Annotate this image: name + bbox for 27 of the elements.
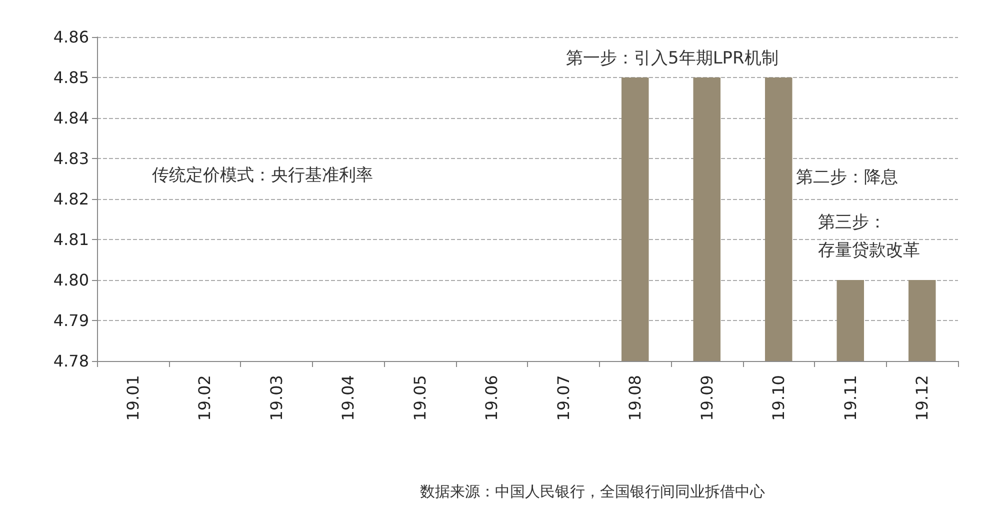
x-tick-label: 19.08 xyxy=(626,375,645,421)
annotation: 第二步：降息 xyxy=(796,168,898,188)
x-tick-label: 19.11 xyxy=(840,375,860,421)
x-tick-label: 19.02 xyxy=(195,375,214,421)
y-tick-label: 4.83 xyxy=(53,149,89,168)
annotation: 第一步：引入5年期LPR机制 xyxy=(566,48,778,68)
x-tick-label: 19.10 xyxy=(769,375,788,421)
x-tick-label: 19.07 xyxy=(554,375,573,421)
annotation: 第三步： xyxy=(818,212,886,232)
x-tick-label: 19.09 xyxy=(697,375,716,421)
y-tick-label: 4.86 xyxy=(53,28,89,46)
annotation: 传统定价模式：央行基准利率 xyxy=(152,166,373,186)
y-tick-label: 4.85 xyxy=(53,68,89,87)
y-tick-label: 4.80 xyxy=(53,270,89,290)
y-tick-label: 4.81 xyxy=(53,230,89,249)
y-tick-label: 4.78 xyxy=(53,352,89,370)
x-tick-label: 19.05 xyxy=(410,375,430,421)
x-tick-label: 19.12 xyxy=(912,375,932,421)
y-tick-label: 4.82 xyxy=(53,190,89,208)
y-tick-label: 4.79 xyxy=(53,311,89,330)
source-note: 数据来源：中国人民银行，全国银行间同业拆借中心 xyxy=(420,482,765,500)
annotation: 存量贷款改革 xyxy=(818,240,920,260)
x-tick-label: 19.01 xyxy=(123,375,142,421)
x-tick-label: 19.04 xyxy=(338,375,358,421)
x-tick-label: 19.06 xyxy=(482,375,502,421)
y-tick-label: 4.84 xyxy=(53,108,89,128)
x-tick-label: 19.03 xyxy=(266,375,286,421)
